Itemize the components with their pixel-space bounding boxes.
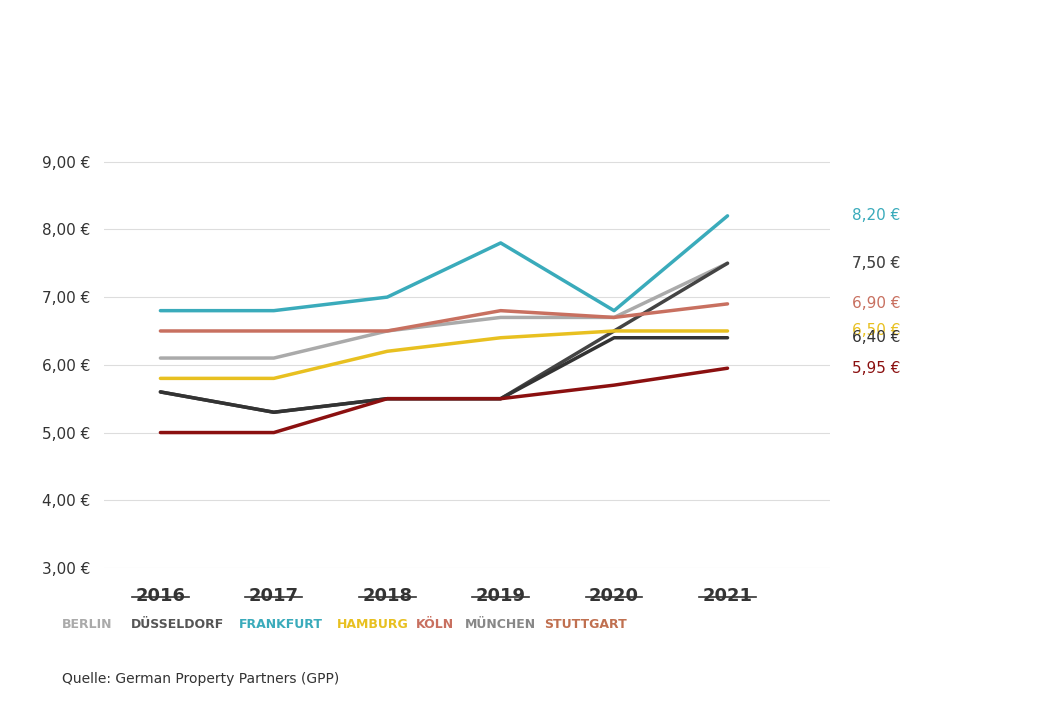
Text: DÜSSELDORF: DÜSSELDORF — [131, 618, 224, 631]
Text: HAMBURG: HAMBURG — [337, 618, 409, 631]
Text: MÜNCHEN: MÜNCHEN — [466, 618, 536, 631]
Text: 6,50 €: 6,50 € — [852, 324, 900, 339]
Text: KÖLN: KÖLN — [416, 618, 454, 631]
Text: Quelle: German Property Partners (GPP): Quelle: German Property Partners (GPP) — [62, 672, 339, 687]
Text: 6,40 €: 6,40 € — [852, 330, 900, 345]
Text: FRANKFURT: FRANKFURT — [240, 618, 324, 631]
Text: SPITZENMIETEN STADTGEBIETE, €/m: SPITZENMIETEN STADTGEBIETE, €/m — [77, 50, 760, 84]
Text: 7,50 €: 7,50 € — [852, 256, 900, 271]
Text: 7,50 €: 7,50 € — [852, 256, 900, 271]
Text: 2: 2 — [663, 40, 677, 61]
Text: 5,95 €: 5,95 € — [852, 361, 900, 376]
Text: 8,20 €: 8,20 € — [852, 208, 900, 224]
Text: STUTTGART: STUTTGART — [544, 618, 626, 631]
Text: BERLIN: BERLIN — [62, 618, 113, 631]
Text: 6,90 €: 6,90 € — [852, 296, 900, 312]
